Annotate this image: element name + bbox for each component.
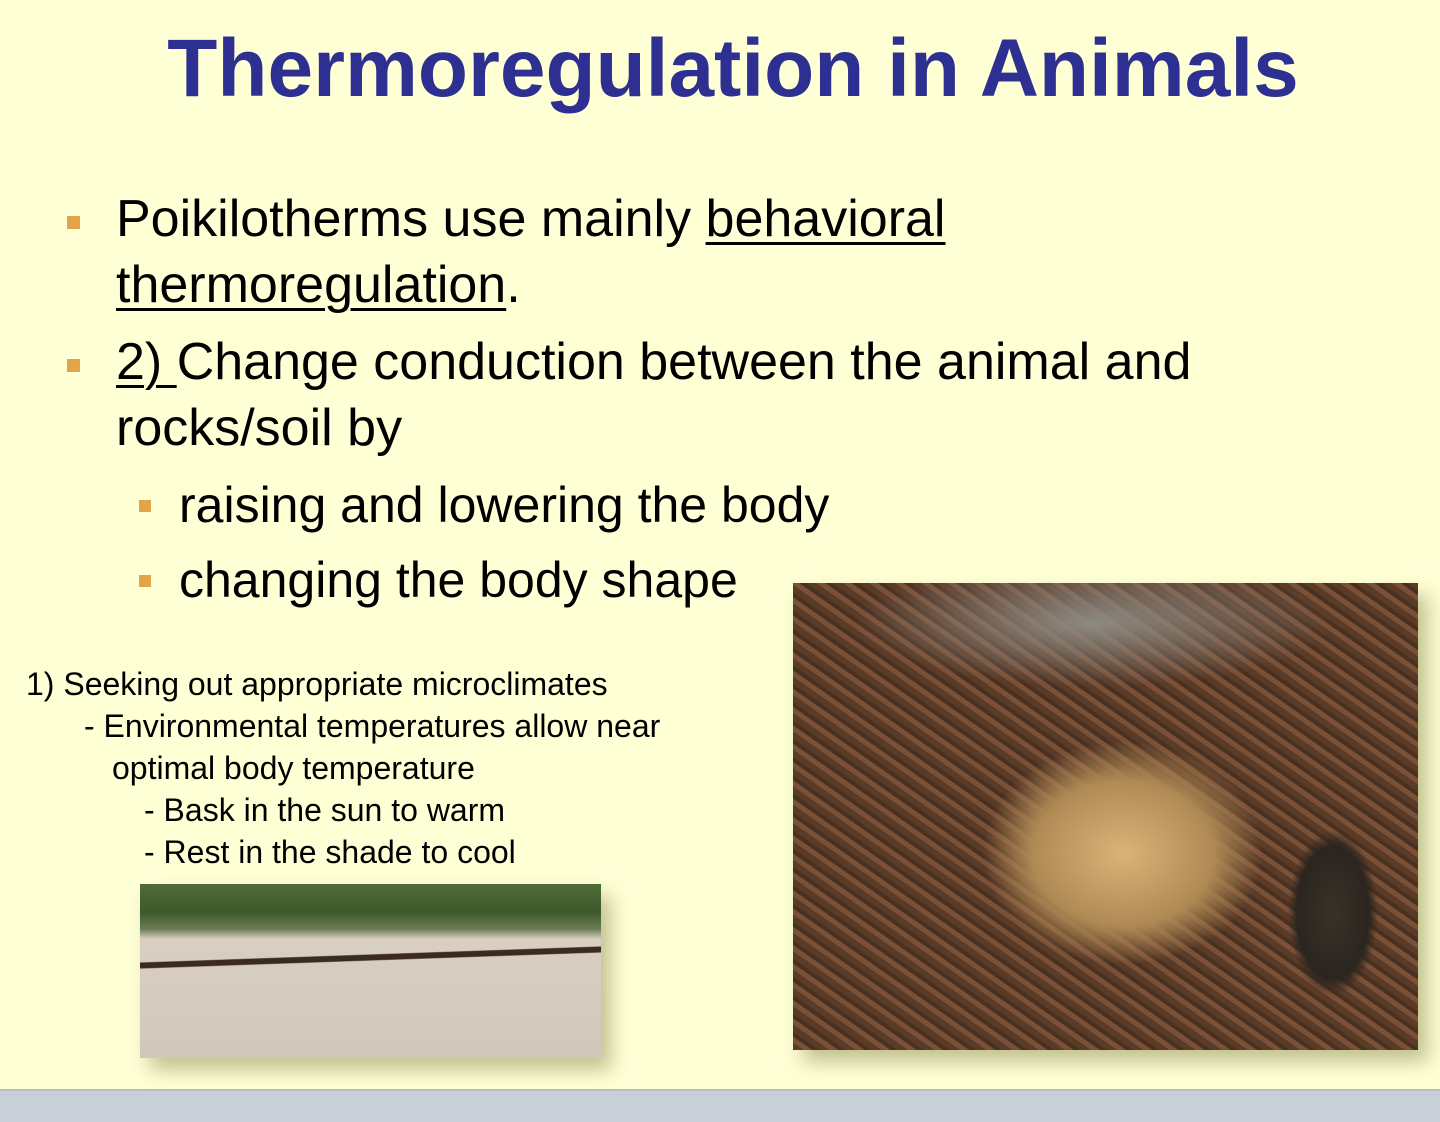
sub-bullet-icon: [139, 500, 151, 512]
sub-bullet-icon: [139, 575, 151, 587]
bullet-1-text: Poikilotherms use mainly: [116, 190, 706, 248]
slide-title: Thermoregulation in Animals: [167, 23, 1299, 114]
coiled-rattlesnake-photo: [793, 583, 1418, 1050]
bottom-bar: [0, 1089, 1440, 1122]
bullet-2-text: Change conduction between the animal and: [176, 333, 1192, 391]
note-line: optimal body temperature: [112, 750, 475, 786]
bullet-icon: [67, 359, 80, 372]
underlined-term: thermoregulation: [116, 256, 507, 314]
bullet-icon: [67, 216, 80, 229]
bullet-1: Poikilotherms use mainly behavioral ther…: [116, 186, 946, 318]
underlined-term: behavioral: [705, 190, 946, 248]
bullet-2: 2) Change conduction between the animal …: [116, 329, 1191, 461]
note-line: - Rest in the shade to cool: [144, 834, 516, 870]
note-line: - Bask in the sun to warm: [144, 792, 506, 828]
bullet-1-period: .: [506, 256, 521, 314]
note-line: - Environmental temperatures allow near: [84, 708, 661, 744]
note-line: 1) Seeking out appropriate microclimates: [26, 666, 608, 702]
sub-bullet: changing the body shape: [179, 552, 738, 608]
sub-bullet: raising and lowering the body: [179, 477, 830, 533]
snake-on-road-photo: [140, 884, 601, 1058]
underlined-number: 2): [116, 333, 177, 391]
bullet-2-text: rocks/soil by: [116, 399, 403, 457]
